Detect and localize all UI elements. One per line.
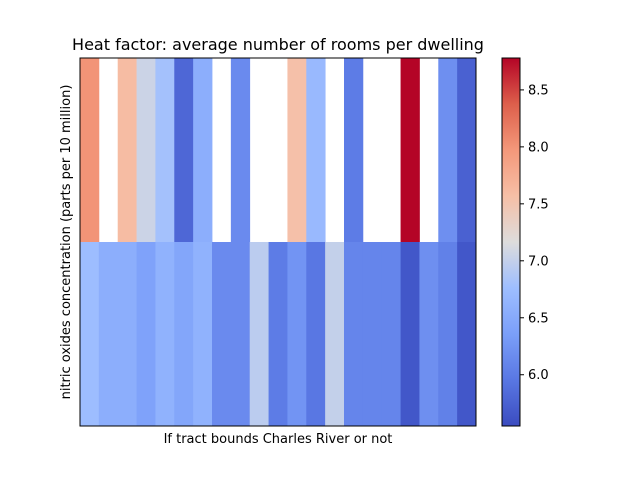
heatmap-cell-lower-5	[174, 242, 194, 427]
x-axis-label: If tract bounds Charles River or not	[164, 432, 393, 447]
heatmap-cell-lower-17	[400, 242, 420, 427]
heatmap-cell-lower-19	[438, 242, 458, 427]
heatmap-cell-lower-18	[419, 242, 439, 427]
heatmap-cell-lower-13	[325, 242, 345, 427]
heatmap-cell-lower-10	[268, 242, 288, 427]
heatmap-cell-lower-16	[381, 242, 401, 427]
heatmap-cell-lower-1	[98, 242, 119, 427]
colorbar-tick-label: 7.0	[528, 254, 549, 269]
colorbar	[501, 57, 521, 427]
y-axis-label: nitric oxides concentration (parts per 1…	[59, 85, 74, 400]
heatmap-cell-upper-6	[193, 58, 213, 243]
heatmap-cell-lower-12	[306, 242, 326, 427]
heatmap-cell-lower-8	[230, 242, 251, 427]
heatmap-cell-lower-6	[193, 242, 213, 427]
heatmap-cell-lower-0	[80, 242, 100, 427]
heatmap-cell-upper-8	[230, 58, 251, 243]
colorbar-tick-label: 8.5	[528, 83, 549, 98]
heatmap-cell-lower-4	[155, 242, 175, 427]
heatmap-cell-upper-3	[136, 58, 156, 243]
colorbar-tick-label: 6.5	[528, 311, 549, 326]
heatmap-cell-lower-20	[457, 242, 477, 427]
heatmap-cell-upper-11	[287, 58, 307, 243]
colorbar-tick-label: 7.5	[528, 197, 549, 212]
heatmap-cell-upper-4	[155, 58, 175, 243]
plot-frame	[79, 57, 477, 427]
chart-title: Heat factor: average number of rooms per…	[72, 35, 484, 54]
heatmap-cell-lower-11	[287, 242, 307, 427]
heatmap-cell-upper-14	[344, 58, 364, 243]
heatmap-cell-upper-19	[438, 58, 458, 243]
colorbar-tick-label: 8.0	[528, 140, 549, 155]
heatmap-cell-upper-5	[174, 58, 194, 243]
heatmap-cell-lower-7	[212, 242, 232, 427]
heatmap-cell-upper-2	[117, 58, 137, 243]
heatmap-cells	[80, 58, 477, 427]
colorbar-ticks: 6.0 6.5 7.0 7.5 8.0 8.5	[520, 83, 549, 383]
heatmap-cell-upper-12	[306, 58, 326, 243]
heatmap-cell-upper-0	[80, 58, 100, 243]
heatmap-cell-lower-2	[117, 242, 137, 427]
heatmap-cell-upper-20	[457, 58, 477, 243]
colorbar-tick-label: 6.0	[528, 368, 549, 383]
heatmap-cell-lower-3	[136, 242, 156, 427]
heatmap-cell-lower-14	[344, 242, 364, 427]
heatmap-cell-upper-17	[400, 58, 420, 243]
heatmap-cell-lower-9	[249, 242, 269, 427]
heatmap-cell-lower-15	[362, 242, 383, 427]
